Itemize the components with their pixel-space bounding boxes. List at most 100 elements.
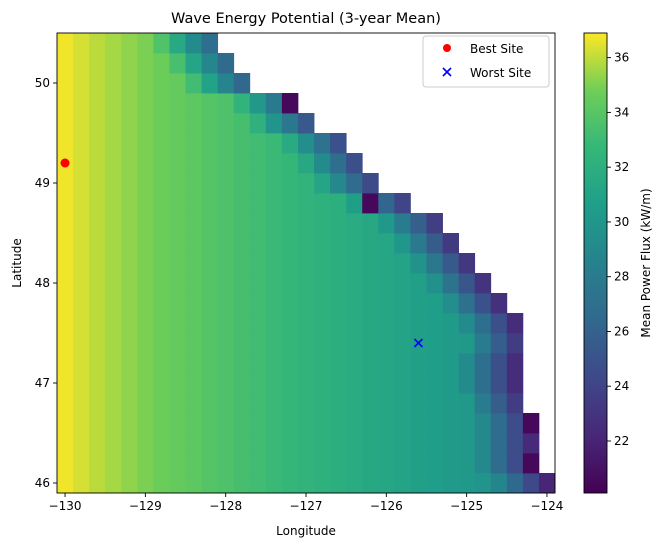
colorbar-tick-label: 24 (614, 379, 629, 393)
heatmap-cell (121, 233, 138, 254)
heatmap-cell (57, 113, 74, 134)
heatmap-cell (410, 453, 427, 474)
heatmap-cell (105, 153, 122, 174)
heatmap-cell (73, 353, 90, 374)
heatmap-cell (506, 473, 524, 494)
heatmap-cell (426, 353, 443, 374)
heatmap-cell (153, 393, 170, 414)
heatmap-cell (217, 113, 235, 134)
heatmap-cell (281, 173, 299, 194)
heatmap-cell (185, 53, 202, 74)
heatmap-cell (426, 453, 443, 474)
heatmap-cell (169, 53, 186, 74)
heatmap-cell (73, 133, 90, 154)
x-axis-label: Longitude (276, 524, 336, 538)
heatmap-cell (137, 93, 154, 114)
heatmap-cell (105, 53, 122, 74)
x-tick-label: −125 (450, 499, 483, 513)
heatmap-cell (121, 353, 138, 374)
heatmap-cell (169, 193, 186, 214)
heatmap-cell (249, 173, 267, 194)
heatmap-cell (121, 93, 138, 114)
heatmap-cell (474, 393, 492, 414)
heatmap-cell (330, 133, 347, 154)
colorbar-tick-label: 30 (614, 215, 629, 229)
heatmap-cell (330, 473, 347, 494)
heatmap-cell (458, 353, 476, 374)
heatmap-cell (233, 313, 251, 334)
heatmap-cell (410, 373, 427, 394)
heatmap-cell (265, 353, 283, 374)
heatmap-cell (121, 113, 138, 134)
colorbar (583, 32, 608, 494)
heatmap-cell (506, 393, 524, 414)
heatmap-cell (153, 193, 170, 214)
heatmap-cell (297, 433, 315, 454)
heatmap-cell (89, 473, 106, 494)
heatmap-cell (169, 133, 186, 154)
heatmap-cell (89, 113, 106, 134)
heatmap-cell (73, 33, 90, 54)
heatmap-cell (265, 373, 283, 394)
heatmap-cell (265, 453, 283, 474)
heatmap-cell (169, 373, 186, 394)
heatmap-cell (137, 293, 154, 314)
heatmap-cell (153, 353, 170, 374)
heatmap-cell (346, 453, 363, 474)
heatmap-cell (217, 253, 235, 274)
heatmap-cell (153, 293, 170, 314)
heatmap-cell (474, 353, 492, 374)
heatmap-cell (57, 233, 74, 254)
heatmap-cell (249, 473, 267, 494)
heatmap-cell (185, 73, 202, 94)
heatmap-cell (105, 33, 122, 54)
heatmap-cell (265, 413, 283, 434)
heatmap-cell (314, 253, 331, 274)
heatmap-cell (57, 353, 74, 374)
heatmap-cell (362, 333, 379, 354)
heatmap-cell (169, 173, 186, 194)
heatmap-cell (201, 33, 219, 54)
heatmap-cell (217, 233, 235, 254)
heatmap-cell (137, 73, 154, 94)
heatmap-cell (137, 353, 154, 374)
heatmap-cell (185, 93, 202, 114)
heatmap-cell (217, 293, 235, 314)
heatmap-cell (346, 253, 363, 274)
heatmap-cell (362, 313, 379, 334)
heatmap-cell (330, 213, 347, 234)
heatmap-cell (185, 473, 202, 494)
heatmap-cell (378, 413, 395, 434)
heatmap-cell (281, 93, 299, 114)
heatmap-cell (378, 353, 395, 374)
heatmap-cell (378, 313, 395, 334)
heatmap-cell (330, 273, 347, 294)
heatmap-cell (297, 113, 315, 134)
heatmap-cell (73, 473, 90, 494)
heatmap-cell (410, 253, 427, 274)
heatmap-cell (169, 73, 186, 94)
heatmap-cell (201, 53, 219, 74)
legend-box (422, 35, 550, 88)
colorbar-label: Mean Power Flux (kW/m) (639, 188, 653, 337)
heatmap-cell (410, 473, 427, 494)
colorbar-tick-label: 28 (614, 270, 629, 284)
heatmap-cell (378, 433, 395, 454)
heatmap-cell (57, 453, 74, 474)
y-axis: 46 47 48 49 50 (35, 76, 57, 490)
heatmap-cell (153, 213, 170, 234)
heatmap-cell (153, 73, 170, 94)
heatmap-cell (185, 333, 202, 354)
heatmap-cell (378, 473, 395, 494)
heatmap-cell (410, 433, 427, 454)
heatmap-cell (121, 413, 138, 434)
heatmap-cell (314, 453, 331, 474)
legend-worst-site-label: Worst Site (470, 66, 531, 80)
heatmap-cell (346, 153, 363, 174)
heatmap-cell (137, 453, 154, 474)
heatmap-cell (474, 273, 492, 294)
heatmap-cell (121, 393, 138, 414)
heatmap-cell (346, 193, 363, 214)
heatmap-cell (249, 233, 267, 254)
heatmap-cell (362, 373, 379, 394)
